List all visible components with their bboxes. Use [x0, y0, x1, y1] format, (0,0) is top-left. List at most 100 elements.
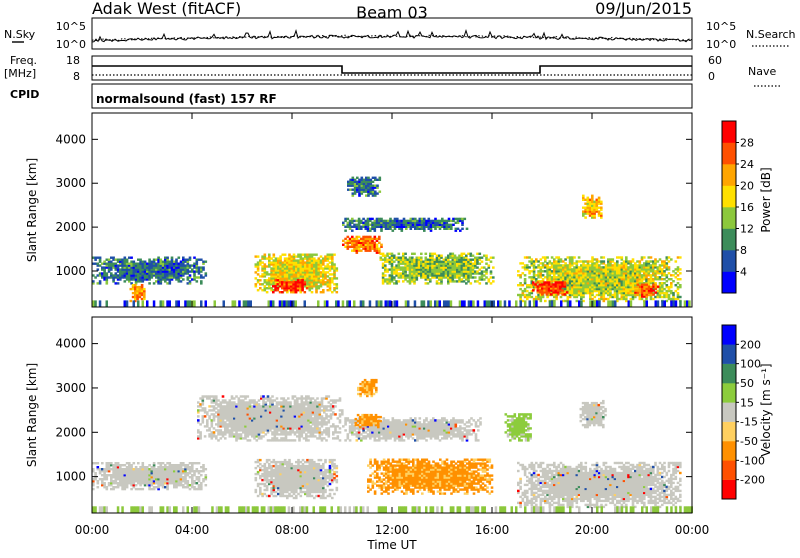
echo-cell: [189, 264, 192, 266]
echo-cell: [504, 300, 507, 307]
echo-cell: [324, 265, 327, 267]
echo-cell: [141, 284, 144, 286]
echo-cell: [499, 300, 502, 307]
echo-cell: [596, 199, 599, 201]
echo-cell: [255, 263, 258, 265]
echo-cell: [333, 287, 336, 289]
echo-cell: [217, 429, 220, 431]
echo-cell: [520, 300, 523, 307]
echo-cell: [578, 300, 581, 307]
echo-cell: [333, 463, 336, 465]
echo-cell: [378, 300, 381, 307]
echo-cell: [352, 189, 355, 191]
echo-cell: [146, 466, 149, 468]
echo-cell: [137, 300, 140, 307]
echo-cell: [119, 268, 122, 270]
echo-cell: [324, 255, 327, 257]
echo-cell: [281, 281, 284, 283]
echo-cell: [259, 467, 262, 469]
echo-cell: [531, 276, 534, 278]
echo-cell: [97, 466, 100, 468]
echo-cell: [329, 459, 332, 461]
echo-cell: [603, 256, 606, 258]
echo-cell: [476, 280, 479, 282]
echo-cell: [106, 474, 109, 476]
echo-cell: [311, 291, 314, 293]
freq-label: Freq.: [10, 54, 37, 67]
echo-cell: [562, 264, 565, 266]
nave-right-tick-bottom: 0: [708, 70, 715, 83]
echo-cell: [481, 266, 484, 268]
echo-cell: [655, 300, 658, 307]
echo-cell: [529, 300, 532, 307]
echo-cell: [517, 284, 520, 286]
echo-cell: [288, 300, 291, 307]
echo-cell: [217, 403, 220, 405]
echo-cell: [283, 300, 286, 307]
echo-cell: [605, 264, 608, 266]
echo-cell: [106, 486, 109, 488]
echo-cell: [117, 282, 120, 284]
freq-left-tick-bottom: 8: [73, 70, 80, 83]
echo-cell: [193, 263, 196, 265]
echo-cell: [193, 300, 196, 307]
echo-cell: [128, 462, 131, 464]
echo-cell: [677, 274, 680, 276]
echo-cell: [567, 256, 570, 258]
echo-cell: [677, 256, 680, 258]
echo-cell: [115, 486, 118, 488]
echo-cell: [110, 257, 113, 259]
echo-cell: [268, 459, 271, 461]
echo-cell: [320, 477, 323, 479]
echo-cell: [202, 415, 205, 417]
echo-cell: [436, 255, 439, 257]
echo-cell: [133, 468, 136, 470]
echo-cell: [526, 290, 529, 292]
echo-cell: [202, 407, 205, 409]
echo-cell: [655, 291, 658, 293]
echo-cell: [306, 287, 309, 289]
echo-cell: [281, 300, 284, 307]
echo-cell: [387, 300, 390, 307]
echo-cell: [273, 254, 276, 256]
echo-cell: [492, 257, 495, 259]
echo-cell: [607, 300, 610, 307]
echo-cell: [427, 282, 430, 284]
echo-cell: [164, 486, 167, 488]
echo-cell: [353, 238, 356, 240]
echo-cell: [420, 257, 423, 259]
echo-cell: [668, 294, 671, 296]
echo-cell: [677, 286, 680, 288]
echo-cell: [549, 260, 552, 262]
echo-cell: [222, 399, 225, 401]
echo-cell: [306, 254, 309, 256]
echo-cell: [200, 280, 203, 282]
echo-cell: [320, 495, 323, 497]
echo-cell: [490, 261, 493, 263]
echo-cell: [115, 272, 118, 274]
echo-cell: [544, 276, 547, 278]
echo-cell: [466, 228, 469, 230]
echo-cell: [353, 220, 356, 222]
echo-cell: [371, 222, 374, 224]
echo-cell: [409, 257, 412, 259]
echo-cell: [402, 266, 405, 268]
echo-cell: [189, 270, 192, 272]
echo-cell: [320, 279, 323, 281]
echo-cell: [367, 236, 370, 238]
echo-cell: [360, 250, 363, 252]
echo-cell: [324, 469, 327, 471]
echo-cell: [137, 263, 140, 265]
echo-cell: [589, 300, 592, 307]
echo-cell: [259, 259, 262, 261]
echo-cell: [347, 218, 350, 220]
echo-cell: [315, 463, 318, 465]
echo-cell: [347, 236, 350, 238]
echo-cell: [160, 300, 163, 307]
echo-cell: [434, 218, 437, 220]
echo-cell: [189, 476, 192, 478]
echo-cell: [106, 300, 109, 307]
echo-cell: [288, 254, 291, 256]
echo-cell: [400, 272, 403, 274]
